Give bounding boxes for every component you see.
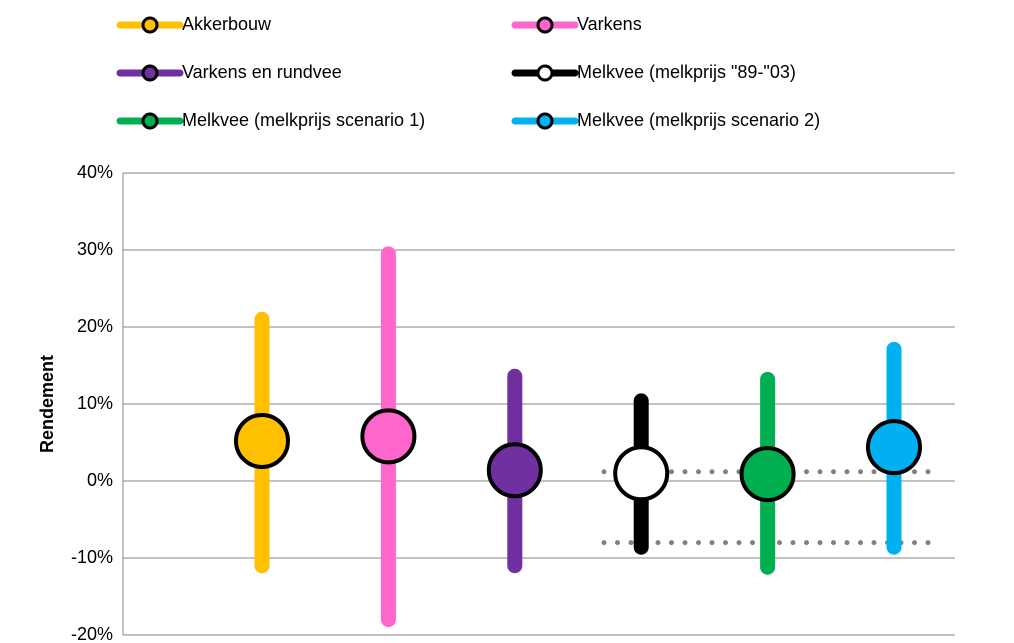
legend-label: Melkvee (melkprijs scenario 1) [182, 110, 425, 130]
y-tick-label: -20% [71, 624, 113, 643]
legend-marker [141, 16, 159, 34]
y-tick-label: 0% [87, 470, 113, 490]
legend-label: Akkerbouw [182, 14, 272, 34]
mean-marker [486, 442, 543, 499]
y-axis-label: Rendement [37, 355, 57, 453]
legend-marker [536, 112, 554, 130]
legend-label: Varkens en rundvee [182, 62, 342, 82]
mean-marker [739, 446, 796, 503]
y-tick-label: 10% [77, 393, 113, 413]
legend-label: Varkens [577, 14, 642, 34]
y-tick-label: 30% [77, 239, 113, 259]
legend-marker [141, 64, 159, 82]
legend-marker [536, 64, 554, 82]
mean-marker [360, 408, 417, 465]
mean-marker [234, 412, 290, 469]
y-tick-label: 40% [77, 162, 113, 182]
y-tick-label: 20% [77, 316, 113, 336]
legend-marker [536, 16, 554, 34]
y-tick-label: -10% [71, 547, 113, 567]
legend-marker [141, 112, 159, 130]
mean-marker [866, 419, 922, 476]
legend-label: Melkvee (melkprijs "89-"03) [577, 62, 796, 82]
mean-marker [613, 445, 670, 502]
legend-label: Melkvee (melkprijs scenario 2) [577, 110, 820, 130]
